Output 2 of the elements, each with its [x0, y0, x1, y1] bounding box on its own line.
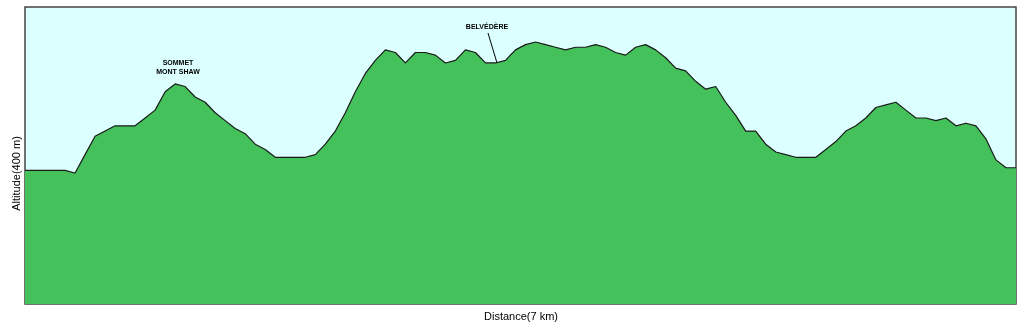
x-axis-title: Distance(7 km) — [484, 309, 558, 322]
y-axis-title: Altitude(400 m) — [9, 136, 22, 211]
